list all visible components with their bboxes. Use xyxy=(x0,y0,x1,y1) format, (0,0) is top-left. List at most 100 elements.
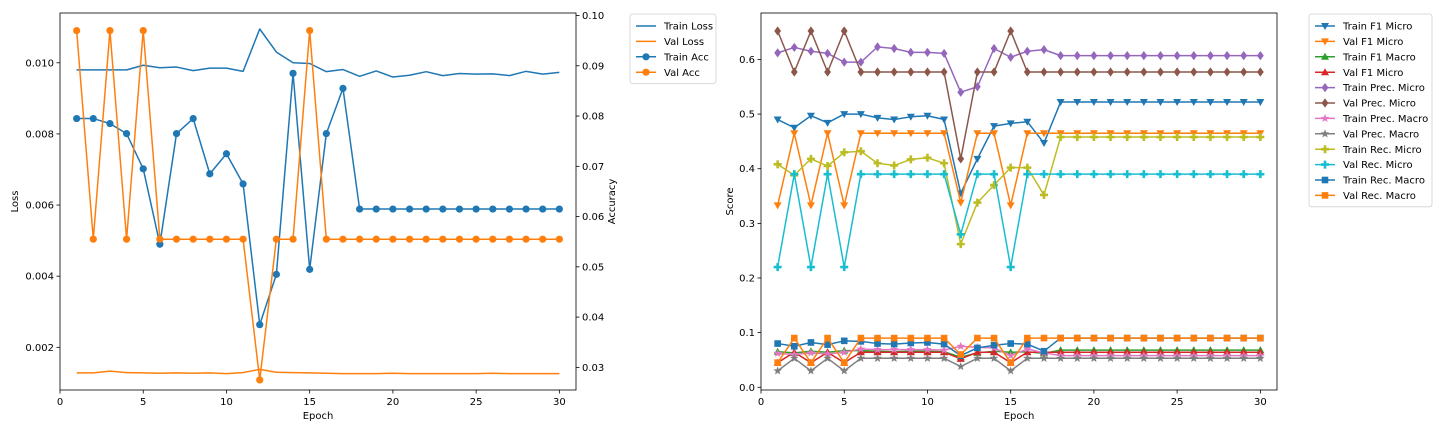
data-point xyxy=(873,348,882,356)
data-point xyxy=(940,334,948,342)
data-point xyxy=(773,263,782,272)
legend-swatch-marker xyxy=(1320,129,1330,138)
data-point xyxy=(806,202,815,210)
data-point xyxy=(1007,359,1014,366)
series-train-f1-micro xyxy=(773,99,1265,198)
data-point xyxy=(339,84,347,92)
series-train-prec-micro xyxy=(774,42,1264,97)
data-point xyxy=(956,240,965,249)
data-point xyxy=(1089,99,1098,107)
data-point xyxy=(906,155,915,164)
data-point xyxy=(823,353,832,362)
data-point xyxy=(472,235,480,243)
data-point xyxy=(890,334,898,342)
data-point xyxy=(873,159,882,168)
data-point xyxy=(840,111,849,119)
series-line-train-prec-macro xyxy=(777,345,1261,357)
data-point xyxy=(1157,51,1164,61)
data-point xyxy=(890,67,898,77)
data-point xyxy=(940,67,948,77)
data-point xyxy=(372,235,380,243)
data-point xyxy=(472,205,480,213)
data-point xyxy=(806,366,816,375)
series-train-loss xyxy=(76,28,560,78)
legend-label: Val Rec. Macro xyxy=(1343,191,1416,202)
legend-label: Train Rec. Micro xyxy=(1342,145,1422,156)
data-point xyxy=(973,353,982,362)
data-point xyxy=(322,130,330,138)
series-line-val-f1-micro xyxy=(776,132,1261,207)
data-point xyxy=(989,353,999,362)
x-tick-label: 20 xyxy=(1088,397,1101,408)
data-point xyxy=(1190,51,1198,61)
data-point xyxy=(1024,340,1031,348)
y2-tick-label: 0.04 xyxy=(582,313,604,324)
data-point xyxy=(890,340,898,348)
data-point xyxy=(973,67,981,77)
data-point xyxy=(1123,334,1131,342)
data-point xyxy=(1107,51,1114,61)
data-point xyxy=(939,353,949,362)
data-point xyxy=(906,348,915,356)
data-point xyxy=(1207,334,1214,342)
series-train-acc xyxy=(73,69,563,329)
x-tick-label: 25 xyxy=(470,397,483,408)
data-point xyxy=(89,235,97,243)
data-point xyxy=(422,235,430,243)
data-point xyxy=(306,265,314,273)
x-tick-label: 20 xyxy=(387,397,400,408)
data-point xyxy=(172,130,181,138)
legend-swatch-marker xyxy=(1321,52,1329,60)
y-tick-label: 0.3 xyxy=(739,219,755,230)
x-tick-label: 10 xyxy=(921,397,934,408)
data-point xyxy=(824,67,831,77)
data-point xyxy=(1157,334,1164,342)
data-point xyxy=(940,159,949,168)
data-point xyxy=(790,67,798,77)
data-point xyxy=(189,114,197,123)
data-point xyxy=(1056,99,1065,107)
y-tick-label: 0.4 xyxy=(739,164,755,175)
data-point xyxy=(806,263,815,272)
data-point xyxy=(339,235,347,243)
data-point xyxy=(907,339,915,347)
data-point xyxy=(156,235,164,243)
y-tick-label: 0.6 xyxy=(739,55,755,66)
data-point xyxy=(1206,133,1215,142)
data-point xyxy=(1073,170,1082,179)
data-point xyxy=(957,351,965,358)
y-tick-label: 0.5 xyxy=(739,110,755,121)
data-point xyxy=(807,46,815,56)
data-point xyxy=(405,205,414,213)
data-point xyxy=(1057,67,1065,77)
data-point xyxy=(1173,170,1182,179)
legend-swatch-marker xyxy=(1321,160,1329,169)
x-tick-label: 30 xyxy=(1254,397,1267,408)
data-point xyxy=(1089,353,1099,362)
data-point xyxy=(372,205,380,213)
x-tick-label: 0 xyxy=(758,397,764,408)
legend-swatch-marker xyxy=(1321,23,1329,30)
data-point xyxy=(873,114,882,122)
data-point xyxy=(1122,353,1132,362)
y2-tick-label: 0.10 xyxy=(582,11,604,22)
legend-swatch-marker xyxy=(1321,176,1329,184)
plot-frame xyxy=(59,12,577,391)
data-point xyxy=(990,348,999,356)
series-line-val-prec-macro xyxy=(777,357,1261,372)
data-point xyxy=(1156,133,1165,142)
data-point xyxy=(773,202,782,210)
y-tick-label: 0.010 xyxy=(25,58,54,69)
data-point xyxy=(973,130,982,138)
data-point xyxy=(1056,133,1065,142)
data-point xyxy=(807,26,815,36)
data-point xyxy=(874,42,881,52)
data-point xyxy=(823,170,832,179)
data-point xyxy=(1089,170,1098,179)
data-point xyxy=(1207,51,1214,61)
data-point xyxy=(106,26,114,35)
legend-label: Val Acc xyxy=(664,68,700,79)
data-point xyxy=(1256,99,1265,107)
data-point xyxy=(773,366,782,375)
x-tick-label: 5 xyxy=(140,397,146,408)
